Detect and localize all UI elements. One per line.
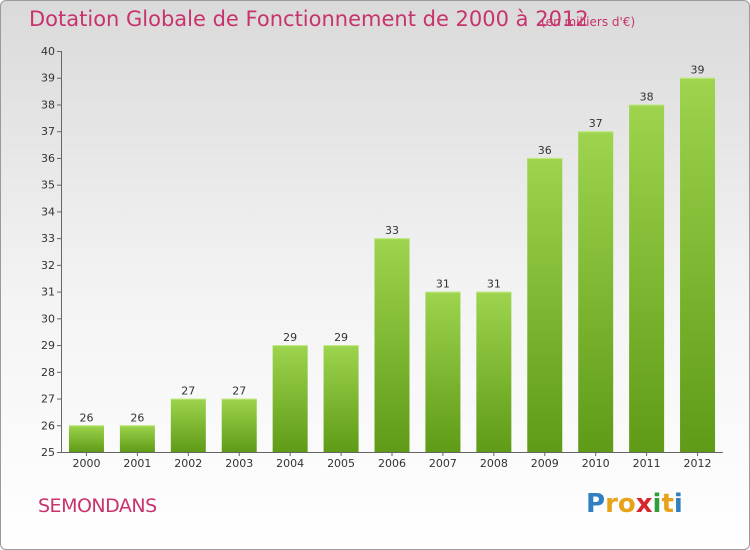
y-tick-label: 40 — [41, 45, 55, 58]
bar-2000 — [68, 425, 104, 452]
logo-letter: i — [652, 489, 662, 519]
logo-letter: i — [673, 489, 683, 519]
data-label-2007: 31 — [436, 278, 450, 291]
logo-letter: r — [605, 489, 618, 519]
data-label-2002: 27 — [181, 385, 195, 398]
bar-2010 — [578, 131, 614, 452]
data-label-2010: 37 — [589, 117, 603, 130]
x-tick-label-2007: 2007 — [429, 457, 457, 470]
data-label-2008: 31 — [487, 278, 501, 291]
x-tick-label-2010: 2010 — [582, 457, 610, 470]
chart-title: Dotation Globale de Fonctionnement de 20… — [29, 7, 589, 31]
y-tick-label: 32 — [41, 259, 55, 272]
x-tick-label-2009: 2009 — [531, 457, 559, 470]
bar-2011 — [629, 104, 665, 452]
bar-2005 — [323, 345, 359, 452]
y-tick-label: 38 — [41, 98, 55, 111]
y-tick-label: 25 — [41, 446, 55, 459]
bars-group: 26 26 27 27 29 29 33 31 31 36 37 38 39 — [68, 64, 716, 452]
bar-2012 — [680, 77, 716, 452]
bar-2002 — [170, 398, 206, 452]
bar-2001 — [119, 425, 155, 452]
y-tick-label: 30 — [41, 312, 55, 325]
x-tick-label-2005: 2005 — [327, 457, 355, 470]
data-label-2003: 27 — [232, 385, 246, 398]
logo-letter: o — [617, 489, 636, 519]
y-tick-label: 37 — [41, 125, 55, 138]
y-tick-label: 27 — [41, 393, 55, 406]
data-label-2001: 26 — [130, 411, 144, 424]
logo-letter: t — [661, 489, 674, 519]
bar-2004 — [272, 345, 308, 452]
data-label-2006: 33 — [385, 224, 399, 237]
y-tick-label: 26 — [41, 419, 55, 432]
bar-2009 — [527, 157, 563, 452]
data-label-2004: 29 — [283, 331, 297, 344]
data-label-2009: 36 — [538, 144, 552, 157]
x-tick-label-2008: 2008 — [480, 457, 508, 470]
data-label-2011: 38 — [640, 90, 654, 103]
data-label-2012: 39 — [691, 64, 705, 77]
data-label-2005: 29 — [334, 331, 348, 344]
y-axis-ticks: 25 26 27 28 29 30 31 32 33 34 35 36 37 38 39 40 — [41, 45, 61, 459]
logo-letter: x — [635, 489, 653, 519]
chart-subtitle: (en milliers d'€) — [541, 15, 636, 29]
y-tick-label: 36 — [41, 152, 55, 165]
bar-2008 — [476, 291, 512, 452]
y-tick-label: 31 — [41, 286, 55, 299]
y-tick-label: 35 — [41, 179, 55, 192]
bar-2003 — [221, 398, 257, 452]
y-tick-label: 39 — [41, 72, 55, 85]
data-label-2000: 26 — [79, 411, 93, 424]
y-tick-label: 33 — [41, 232, 55, 245]
x-tick-label-2001: 2001 — [123, 457, 151, 470]
bar-2006 — [374, 238, 410, 452]
y-tick-label: 28 — [41, 366, 55, 379]
x-tick-label-2006: 2006 — [378, 457, 406, 470]
bar-2007 — [425, 291, 461, 452]
proxiti-logo[interactable]: Proxiti — [586, 489, 683, 519]
x-axis-ticks: 2000 2001 2002 2003 2004 2005 2006 2007 2008 2009… — [72, 452, 712, 470]
y-tick-label: 29 — [41, 339, 55, 352]
y-tick-label: 34 — [41, 205, 55, 218]
x-tick-label-2004: 2004 — [276, 457, 304, 470]
commune-name: SEMONDANS — [38, 495, 157, 517]
x-tick-label-2002: 2002 — [174, 457, 202, 470]
x-tick-label-2000: 2000 — [72, 457, 100, 470]
x-tick-label-2003: 2003 — [225, 457, 253, 470]
logo-letter: P — [586, 489, 606, 519]
x-tick-label-2011: 2011 — [633, 457, 661, 470]
x-tick-label-2012: 2012 — [684, 457, 712, 470]
